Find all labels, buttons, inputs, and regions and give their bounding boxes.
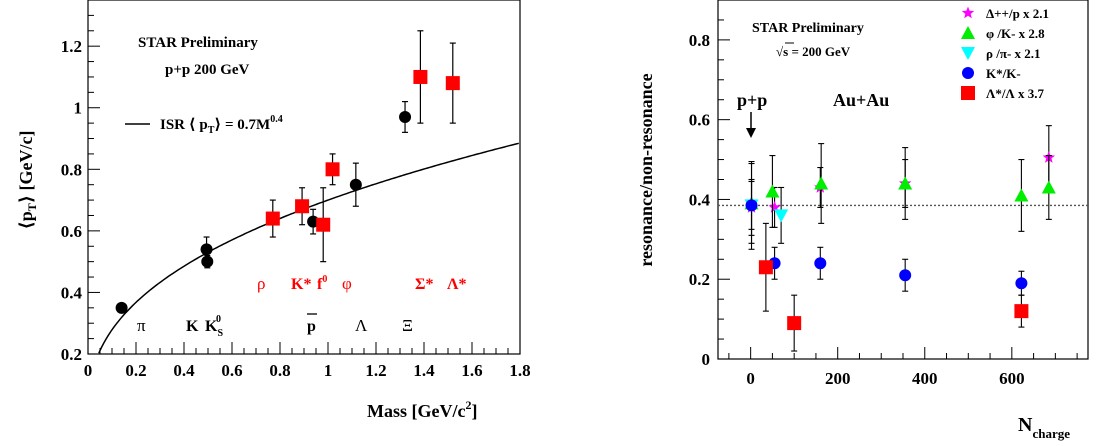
data-point [295,199,310,214]
right-tick-labels: 0 200 400 600 0 0.2 0.4 0.6 0.8 [689,31,1025,388]
left-y-axis-label: ⟨pT⟩ [GeV/c] [16,131,39,230]
y-tick-label: 0.6 [61,222,82,241]
y-tick-label: 0.6 [689,111,710,130]
particle-pbar: p [307,318,316,335]
data-point [200,243,213,256]
legend-label: φ /K- x 2.8 [986,26,1045,41]
data-point [765,184,780,198]
particle-sigmastar: Σ* [415,276,433,293]
left-plot-frame [87,0,521,355]
data-point [349,178,362,191]
auau-label: Au+Au [833,90,889,110]
star-preliminary-label: STAR Preliminary [752,21,864,36]
data-point [265,211,280,226]
x-tick-label: 0 [84,361,93,380]
data-point [413,69,428,84]
fit-legend-label: ISR ⟨ pT⟩ = 0.7M0.4 [160,114,283,136]
legend-title-line2: p+p 200 GeV [165,62,250,78]
data-point [115,301,128,314]
x-tick-label: 1.6 [461,361,482,380]
y-tick-label: 0.2 [689,270,710,289]
right-x-axis-label: Ncharge [1018,414,1070,441]
legend-marker [962,67,974,79]
particle-lambda: Λ [355,316,368,335]
y-tick-label: 0 [702,350,711,369]
x-tick-label: 0.8 [269,361,290,380]
right-data-points [744,125,1056,352]
legend-marker [961,86,975,100]
particle-k0s: KS0 [205,314,223,339]
legend-label: Λ*/Λ x 3.7 [986,86,1044,101]
particle-xi: Ξ [402,316,413,335]
x-tick-label: 0.2 [125,361,146,380]
x-tick-label: 1 [324,361,333,380]
data-point [758,260,773,275]
left-x-axis-label: Mass [GeV/c2] [367,398,477,421]
particle-pi: π [137,316,146,335]
particle-f0: f0 [317,274,327,293]
data-point [899,269,912,282]
data-point [316,217,331,232]
right-axis-ticks [718,0,1078,360]
data-point [787,316,802,331]
legend-label: K*/K- [986,66,1021,81]
data-point [1041,180,1056,194]
data-point [399,110,412,123]
legend-marker [961,26,975,39]
y-tick-label: 0.8 [689,31,710,50]
legend-marker [961,47,975,60]
particle-k: K [186,318,199,335]
left-axis-ticks [87,0,521,355]
legend-marker [961,6,975,19]
legend-title-line1: STAR Preliminary [138,35,258,51]
data-point [325,162,340,177]
data-point [814,176,829,190]
x-tick-label: 200 [825,369,851,388]
y-tick-label: 0.8 [61,160,82,179]
pp-arrow-head [746,128,756,138]
x-tick-label: 400 [912,369,938,388]
legend-label: Δ++/p x 2.1 [986,6,1049,21]
x-tick-label: 1.8 [509,361,530,380]
particle-lambdastar: Λ* [447,276,466,293]
y-tick-label: 1.2 [61,37,82,56]
data-point [1015,277,1028,290]
right-legend: Δ++/p x 2.1 φ /K- x 2.8 ρ /π- x 2.1 K*/K- Λ*… [961,6,1049,101]
right-panel: 0 200 400 600 0 0.2 0.4 0.6 0.8 STAR Preliminary… [636,0,1089,441]
data-point [768,200,781,213]
data-point [814,257,827,270]
legend-label: ρ /π- x 2.1 [986,46,1041,61]
x-tick-label: 0.6 [221,361,242,380]
data-point [445,76,460,91]
left-data-points [115,30,460,314]
x-tick-label: 0 [746,369,755,388]
y-tick-label: 0.2 [61,345,82,364]
x-tick-label: 0.4 [173,361,195,380]
x-tick-label: 1.2 [365,361,386,380]
right-y-axis-label: resonance/non-resonance [636,73,656,266]
data-point [745,199,758,212]
data-point [1014,188,1029,202]
particle-rho: ρ [257,274,265,293]
data-point [307,215,320,228]
particle-phi: φ [342,274,352,293]
particle-kstar: K* [291,276,311,293]
x-tick-label: 600 [999,369,1025,388]
y-tick-label: 1 [74,99,83,118]
left-tick-labels: 0 0.2 0.4 0.6 0.8 1 1.2 1.4 1.6 1.80.20.40.60.811… [61,37,531,380]
pp-label: p+p [737,90,767,110]
y-tick-label: 0.4 [61,283,83,302]
data-point [1014,304,1029,319]
data-point [774,209,789,223]
x-tick-label: 1.4 [413,361,435,380]
data-point [898,176,913,190]
left-panel: 0 0.2 0.4 0.6 0.8 1 1.2 1.4 1.6 1.80.20.40.60.811… [16,0,531,421]
energy-label: √s = 200 GeV [776,44,851,59]
y-tick-label: 0.4 [689,190,711,209]
